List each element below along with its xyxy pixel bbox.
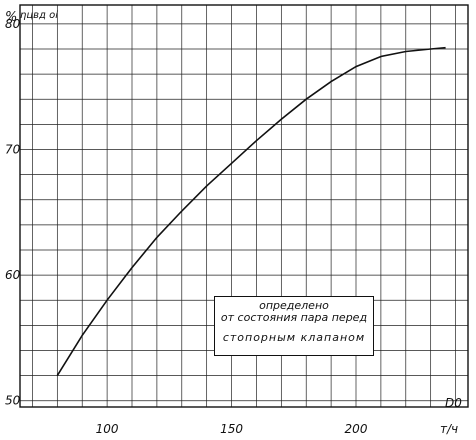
annotation-line-1: определено	[259, 299, 329, 312]
y-tick-label: 50	[5, 394, 21, 408]
efficiency-curve	[56, 46, 446, 377]
y-tick-label: 70	[5, 142, 21, 156]
x-axis-unit: т/ч	[440, 422, 458, 436]
x-axis-symbol: D0	[445, 396, 462, 410]
y-unit-label: %	[5, 10, 17, 25]
annotation-line-2: от состояния пара перед	[220, 311, 368, 324]
y-tick-label: 80	[5, 17, 21, 31]
y-axis-symbol: ηцвд oi	[20, 10, 58, 21]
tick-labels: 100 150 200 50 60 70 80	[5, 17, 368, 436]
x-tick-label: 200	[345, 422, 368, 436]
x-tick-label: 100	[96, 422, 119, 436]
plot-frame	[19, 4, 469, 408]
x-tick-label: 150	[220, 422, 243, 436]
annotation-line-3: стопорным клапаном	[222, 331, 366, 344]
annotation-box: определено от состояния пара перед стопо…	[214, 296, 374, 356]
y-tick-label: 60	[5, 268, 21, 282]
